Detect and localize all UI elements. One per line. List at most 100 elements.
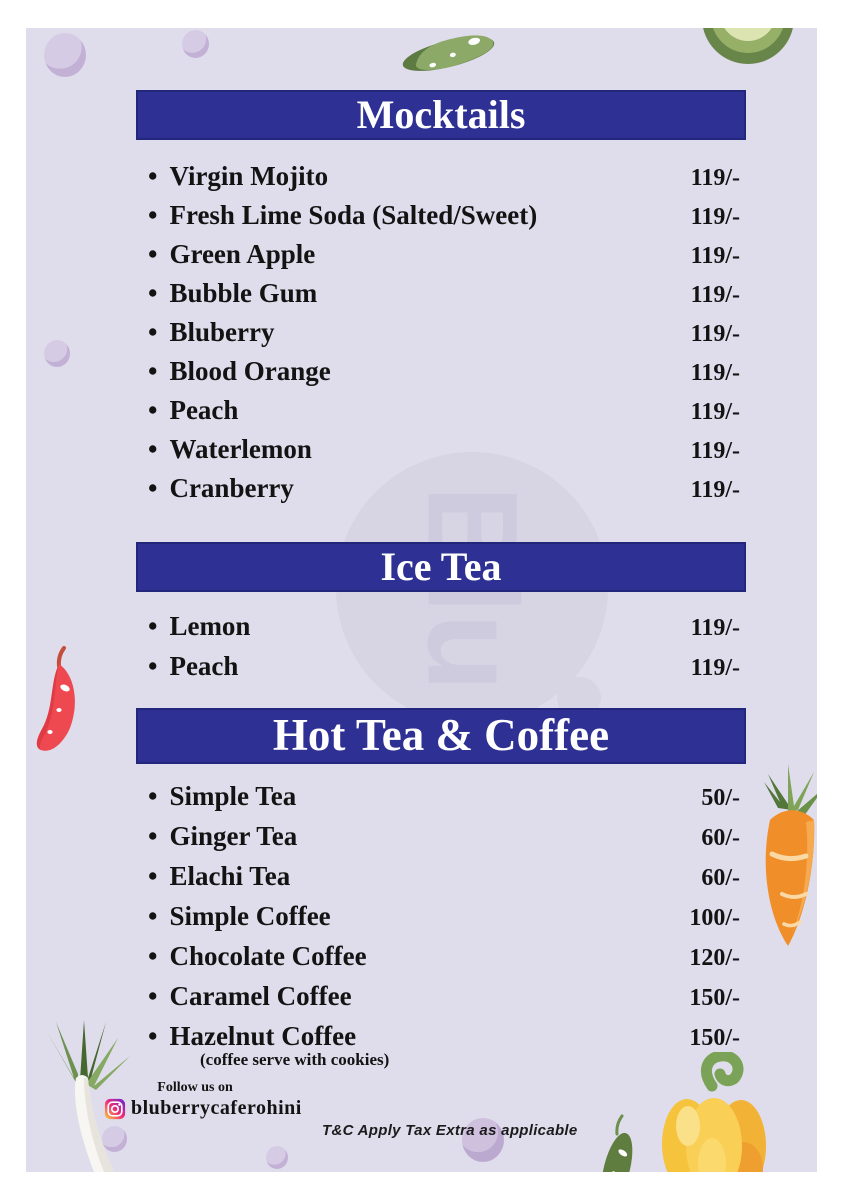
menu-item: • Hazelnut Coffee 150/- <box>148 1016 740 1056</box>
bullet-icon: • <box>148 941 158 971</box>
carrot-icon <box>764 764 817 946</box>
menu-item: • Peach 119/- <box>148 391 740 430</box>
hot-tea-coffee-list: • Simple Tea 50/- • Ginger Tea 60/- • Elach… <box>148 776 740 1056</box>
instagram-handle: bluberrycaferohini <box>131 1097 302 1119</box>
item-name: Chocolate Coffee <box>169 941 367 971</box>
item-price: 150/- <box>689 985 740 1011</box>
item-price: 119/- <box>690 477 740 503</box>
item-price: 119/- <box>690 282 740 308</box>
bullet-icon: • <box>148 781 158 811</box>
item-price: 60/- <box>701 825 740 851</box>
item-name: Peach <box>169 651 239 681</box>
bell-pepper-icon <box>662 1052 766 1172</box>
bullet-icon: • <box>148 434 158 464</box>
bubble-icon <box>44 340 70 367</box>
item-name: Simple Tea <box>169 781 297 811</box>
bullet-icon: • <box>148 317 158 347</box>
menu-card: Blu <box>26 28 817 1172</box>
item-name: Peach <box>169 395 239 425</box>
follow-us-label: Follow us on <box>157 1080 233 1095</box>
item-name: Caramel Coffee <box>169 981 352 1011</box>
item-price: 119/- <box>690 655 740 681</box>
bubble-icon <box>266 1146 288 1169</box>
item-price: 50/- <box>701 785 740 811</box>
menu-content: Mocktails • Virgin Mojito 119/- • Fresh Li… <box>26 28 817 1172</box>
item-name: Bluberry <box>169 317 275 347</box>
section-title: Ice Tea <box>380 544 502 589</box>
item-price: 119/- <box>690 165 740 191</box>
item-price: 60/- <box>701 865 740 891</box>
item-price: 119/- <box>690 204 740 230</box>
bullet-icon: • <box>148 200 158 230</box>
item-price: 119/- <box>690 243 740 269</box>
bullet-icon: • <box>148 861 158 891</box>
item-price: 119/- <box>690 321 740 347</box>
menu-item: • Chocolate Coffee 120/- <box>148 936 740 976</box>
item-price: 119/- <box>690 438 740 464</box>
bullet-icon: • <box>148 161 158 191</box>
menu-item: • Virgin Mojito 119/- <box>148 157 740 196</box>
menu-item: • Green Apple 119/- <box>148 235 740 274</box>
instagram-handle-row: bluberrycaferohini <box>104 1097 302 1120</box>
item-price: 120/- <box>689 945 740 971</box>
cucumber-icon <box>402 35 495 71</box>
bubble-icon <box>462 1118 504 1162</box>
item-price: 150/- <box>689 1025 740 1051</box>
item-name: Elachi Tea <box>169 861 291 891</box>
item-price: 119/- <box>690 399 740 425</box>
bullet-icon: • <box>148 901 158 931</box>
section-header-hot-tea-coffee: Hot Tea & Coffee <box>136 708 746 764</box>
item-name: Hazelnut Coffee <box>169 1021 357 1051</box>
chili-icon <box>601 1114 633 1172</box>
item-name: Green Apple <box>169 239 316 269</box>
menu-item: • Caramel Coffee 150/- <box>148 976 740 1016</box>
item-name: Ginger Tea <box>169 821 298 851</box>
ice-tea-list: • Lemon 119/- • Peach 119/- <box>148 606 740 686</box>
bullet-icon: • <box>148 239 158 269</box>
item-name: Waterlemon <box>169 434 312 464</box>
bullet-icon: • <box>148 1021 158 1051</box>
menu-item: • Fresh Lime Soda (Salted/Sweet) 119/- <box>148 196 740 235</box>
menu-item: • Blood Orange 119/- <box>148 352 740 391</box>
bullet-icon: • <box>148 981 158 1011</box>
bullet-icon: • <box>148 395 158 425</box>
menu-item: • Bubble Gum 119/- <box>148 274 740 313</box>
bullet-icon: • <box>148 611 158 641</box>
menu-item: • Bluberry 119/- <box>148 313 740 352</box>
item-name: Lemon <box>169 611 251 641</box>
bullet-icon: • <box>148 651 158 681</box>
bubble-icon <box>102 1126 127 1152</box>
item-name: Blood Orange <box>169 356 331 386</box>
terms-text: T&C Apply Tax Extra as applicable <box>322 1122 578 1139</box>
bullet-icon: • <box>148 278 158 308</box>
menu-item: • Lemon 119/- <box>148 606 740 646</box>
item-name: Cranberry <box>169 473 294 503</box>
bubble-icon <box>182 30 209 58</box>
menu-item: • Simple Coffee 100/- <box>148 896 740 936</box>
section-header-ice-tea: Ice Tea <box>136 542 746 592</box>
item-name: Fresh Lime Soda (Salted/Sweet) <box>169 200 538 230</box>
bullet-icon: • <box>148 473 158 503</box>
coffee-note: (coffee serve with cookies) <box>200 1050 390 1069</box>
menu-item: • Ginger Tea 60/- <box>148 816 740 856</box>
mocktails-list: • Virgin Mojito 119/- • Fresh Lime Soda (S… <box>148 157 740 508</box>
bullet-icon: • <box>148 821 158 851</box>
item-name: Bubble Gum <box>169 278 318 308</box>
avocado-icon <box>703 28 793 64</box>
section-header-mocktails: Mocktails <box>136 90 746 140</box>
spring-onion-icon <box>46 1020 130 1172</box>
item-name: Virgin Mojito <box>169 161 329 191</box>
section-title: Mocktails <box>356 92 526 137</box>
menu-item: • Cranberry 119/- <box>148 469 740 508</box>
instagram-icon <box>104 1098 126 1119</box>
menu-item: • Peach 119/- <box>148 646 740 686</box>
menu-item: • Waterlemon 119/- <box>148 430 740 469</box>
item-name: Simple Coffee <box>169 901 331 931</box>
chili-icon <box>36 646 75 751</box>
item-price: 119/- <box>690 615 740 641</box>
bullet-icon: • <box>148 356 158 386</box>
bubble-icon <box>44 33 86 77</box>
menu-item: • Elachi Tea 60/- <box>148 856 740 896</box>
section-title: Hot Tea & Coffee <box>272 710 610 760</box>
item-price: 100/- <box>689 905 740 931</box>
